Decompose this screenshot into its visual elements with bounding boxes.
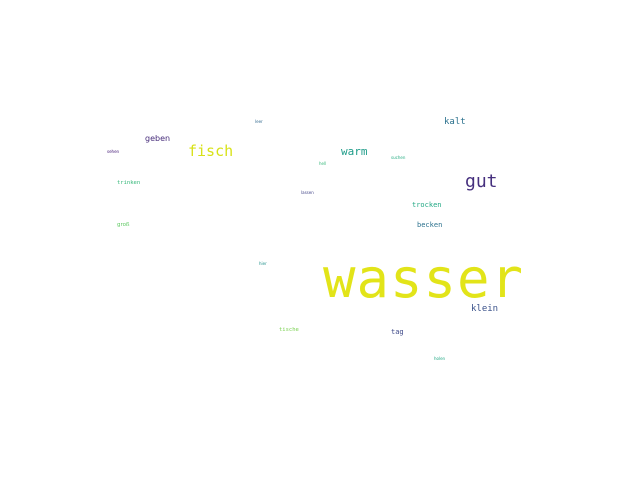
word-suchen: suchen — [391, 155, 406, 160]
word-holen: holen — [434, 356, 446, 361]
word-tische: tische — [279, 327, 299, 333]
word-becken: becken — [417, 221, 443, 229]
word-geben: geben — [145, 134, 171, 143]
word-lassen: lassen — [301, 190, 314, 195]
word-warm: warm — [341, 145, 368, 158]
word-trocken: trocken — [412, 201, 442, 209]
word-gut: gut — [465, 171, 498, 192]
word-sehen: sehen — [107, 149, 120, 154]
word-kalt: kalt — [444, 117, 466, 127]
word-trinken: trinken — [117, 180, 141, 186]
word-wasser: wasser — [323, 247, 525, 310]
word-hier: hier — [259, 261, 267, 266]
word-tag: tag — [391, 328, 404, 336]
word-fisch: fisch — [188, 142, 234, 160]
word-leer: leer — [255, 119, 263, 124]
word-gross: groß — [117, 222, 130, 228]
word-hell: hell — [319, 161, 327, 166]
word-klein: klein — [471, 304, 499, 314]
